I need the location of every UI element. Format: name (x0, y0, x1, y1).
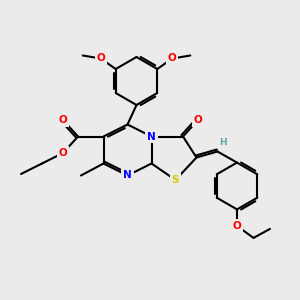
Text: O: O (58, 148, 68, 158)
Text: S: S (172, 175, 179, 185)
Text: O: O (194, 115, 202, 125)
Text: H: H (219, 138, 227, 147)
Text: N: N (147, 131, 156, 142)
Text: N: N (123, 170, 132, 181)
Text: O: O (168, 53, 177, 64)
Text: O: O (232, 221, 242, 231)
Text: O: O (96, 53, 105, 64)
Text: O: O (58, 115, 68, 125)
